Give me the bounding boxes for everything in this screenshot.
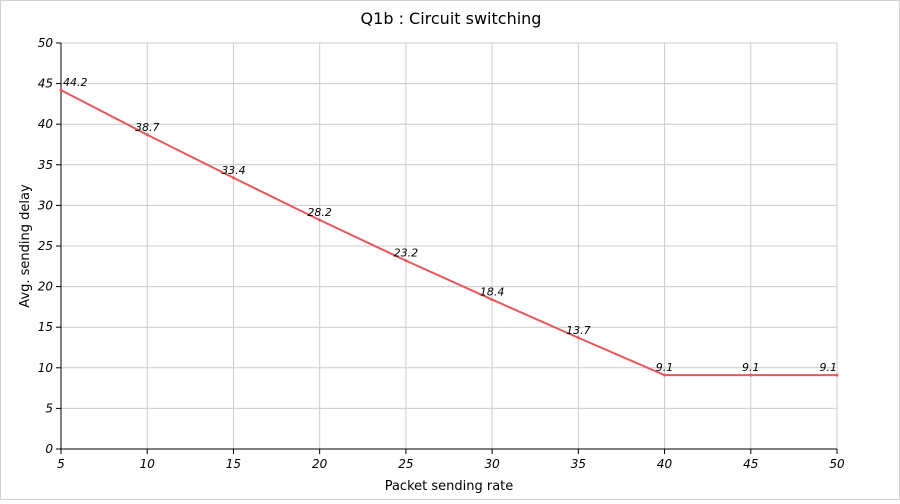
data-point <box>404 259 408 263</box>
x-tick-label: 45 <box>743 457 758 471</box>
data-label: 23.2 <box>394 247 419 260</box>
x-tick-label: 30 <box>484 457 500 471</box>
x-tick-label: 40 <box>657 457 673 471</box>
y-axis-ticks: 0 5 10 15 20 25 30 35 40 45 50 <box>38 36 61 456</box>
series-layer <box>59 88 839 377</box>
x-axis-title: Packet sending rate <box>385 479 514 494</box>
data-label: 9.1 <box>742 361 760 374</box>
data-point <box>145 133 149 137</box>
data-point <box>318 218 322 222</box>
data-label: 13.7 <box>566 324 591 337</box>
data-label: 38.7 <box>135 121 160 134</box>
y-tick-label: 25 <box>38 239 53 253</box>
y-tick-label: 10 <box>38 361 54 375</box>
x-axis-ticks: 5 10 15 20 25 30 35 40 45 50 <box>57 449 845 471</box>
series-line <box>60 89 837 377</box>
y-tick-label: 50 <box>38 36 54 50</box>
data-labels-layer: 44.2 38.7 33.4 28.2 23.2 18.4 13.7 9.1 9.1 9.1 <box>63 76 837 374</box>
data-label: 9.1 <box>656 361 674 374</box>
data-point <box>576 336 580 340</box>
data-label: 9.1 <box>820 361 838 374</box>
data-point <box>490 298 494 302</box>
data-point <box>663 373 667 377</box>
data-label: 18.4 <box>480 286 505 299</box>
data-label: 33.4 <box>221 164 246 177</box>
data-point <box>231 176 235 180</box>
x-tick-label: 15 <box>226 457 241 471</box>
y-axis-title: Avg. sending delay <box>18 184 33 308</box>
x-tick-label: 20 <box>312 457 328 471</box>
data-point <box>749 373 753 377</box>
x-tick-label: 5 <box>57 457 65 471</box>
y-tick-label: 30 <box>38 198 54 212</box>
data-point <box>59 88 63 92</box>
x-tick-label: 25 <box>398 457 413 471</box>
x-tick-label: 35 <box>571 457 586 471</box>
y-tick-label: 40 <box>38 117 54 131</box>
y-tick-label: 20 <box>38 280 54 294</box>
y-tick-label: 45 <box>38 77 53 91</box>
y-tick-label: 35 <box>38 158 53 172</box>
data-label: 44.2 <box>63 76 88 89</box>
y-tick-label: 0 <box>45 442 53 456</box>
grid <box>61 42 838 449</box>
x-tick-label: 10 <box>140 457 156 471</box>
y-tick-label: 5 <box>45 401 53 415</box>
data-point <box>835 373 839 377</box>
x-tick-label: 50 <box>829 457 845 471</box>
data-label: 28.2 <box>307 206 332 219</box>
y-tick-label: 15 <box>38 320 53 334</box>
chart-title: Q1b : Circuit switching <box>361 9 542 28</box>
